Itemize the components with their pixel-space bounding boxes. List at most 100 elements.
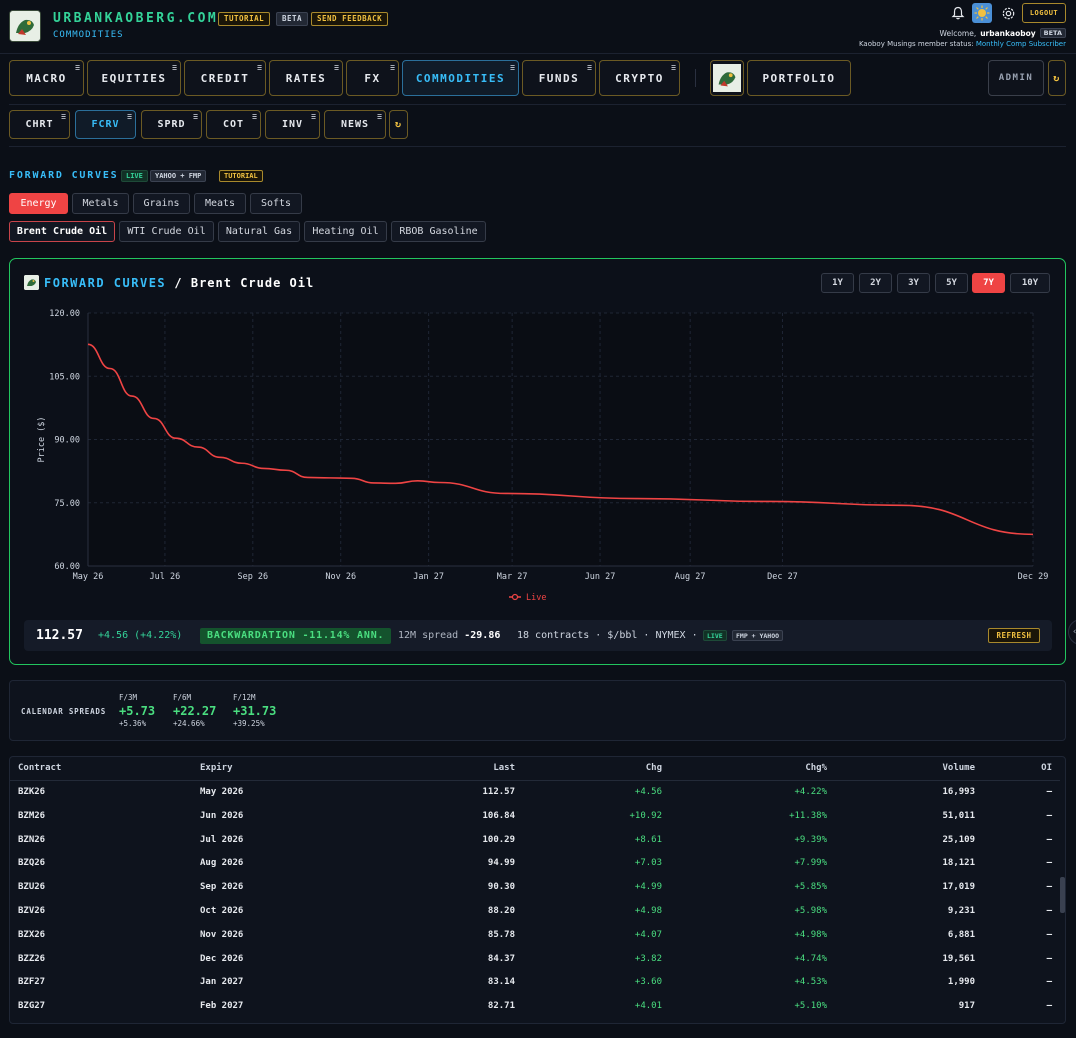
section-tutorial-badge[interactable]: TUTORIAL	[219, 170, 263, 182]
bell-icon[interactable]	[948, 3, 968, 23]
table-row[interactable]: BZQ26 Aug 2026 94.99 +7.03 +7.99% 18,121 —	[10, 852, 1060, 876]
table-row[interactable]: BZX26 Nov 2026 85.78 +4.07 +4.98% 6,881 —	[10, 924, 1060, 948]
commodity-wti[interactable]: WTI Crude Oil	[119, 221, 214, 242]
menu-icon[interactable]: ≡	[334, 63, 339, 72]
cell-contract: BZQ26	[18, 858, 46, 869]
x-tick-label: Dec 27	[767, 572, 798, 582]
commodity-rbob[interactable]: RBOB Gasoline	[391, 221, 486, 242]
member-status-link[interactable]: Monthly Comp Subscriber	[975, 40, 1066, 48]
range-3y[interactable]: 3Y	[897, 273, 930, 293]
subnav-refresh-button[interactable]: ↻	[389, 110, 408, 139]
range-10y[interactable]: 10Y	[1010, 273, 1050, 293]
menu-icon[interactable]: ≡	[390, 63, 395, 72]
range-7y[interactable]: 7Y	[972, 273, 1005, 293]
cell-expiry: Feb 2027	[200, 1001, 244, 1012]
cell-volume: 6,881	[947, 929, 975, 940]
gear-icon[interactable]	[998, 3, 1018, 23]
menu-icon[interactable]: ≡	[587, 63, 592, 72]
subtab-chrt[interactable]: CHRT ≡	[9, 110, 70, 139]
table-row[interactable]: BZU26 Sep 2026 90.30 +4.99 +5.85% 17,019 —	[10, 876, 1060, 900]
category-grains[interactable]: Grains	[133, 193, 190, 214]
welcome-line: Welcome, urbankaoboy BETA	[940, 28, 1066, 38]
menu-icon[interactable]: ≡	[75, 63, 80, 72]
nav-rates[interactable]: RATES ≡	[269, 60, 343, 96]
commodity-natgas[interactable]: Natural Gas	[218, 221, 300, 242]
table-row[interactable]: BZV26 Oct 2026 88.20 +4.98 +5.98% 9,231 —	[10, 900, 1060, 924]
cell-chg: +10.92	[629, 810, 662, 821]
menu-icon[interactable]: ≡	[311, 112, 316, 121]
menu-icon[interactable]: ≡	[377, 112, 382, 121]
table-row[interactable]: BZZ26 Dec 2026 84.37 +3.82 +4.74% 19,561 —	[10, 948, 1060, 972]
col-volume[interactable]: Volume	[942, 763, 975, 773]
cell-chg: +4.56	[634, 787, 662, 797]
side-panel-toggle[interactable]: ‹	[1068, 619, 1076, 645]
menu-icon[interactable]: ≡	[671, 63, 676, 72]
col-contract[interactable]: Contract	[18, 763, 62, 773]
table-row[interactable]: BZG27 Feb 2027 82.71 +4.01 +5.10% 917 —	[10, 995, 1060, 1019]
menu-icon[interactable]: ≡	[193, 112, 198, 121]
nav-crypto[interactable]: CRYPTO ≡	[599, 60, 680, 96]
category-metals[interactable]: Metals	[72, 193, 129, 214]
scrollbar-thumb[interactable]	[1060, 877, 1065, 913]
col-chgpct[interactable]: Chg%	[805, 763, 827, 773]
category-energy[interactable]: Energy	[9, 193, 68, 214]
subtab-news[interactable]: NEWS ≡	[324, 110, 386, 139]
commodity-brent[interactable]: Brent Crude Oil	[9, 221, 115, 242]
cell-volume: 16,993	[942, 787, 975, 797]
nav-funds[interactable]: FUNDS ≡	[522, 60, 596, 96]
panel-logo	[24, 275, 39, 290]
category-meats[interactable]: Meats	[194, 193, 246, 214]
subtab-cot[interactable]: COT ≡	[206, 110, 261, 139]
main-nav: MACRO ≡ EQUITIES ≡ CREDIT ≡ RATES ≡ FX ≡ COMM…	[0, 60, 1076, 98]
spread-label: 12M spread	[398, 630, 459, 641]
subtab-sprd[interactable]: SPRD ≡	[141, 110, 202, 139]
tutorial-badge[interactable]: TUTORIAL	[218, 12, 271, 26]
refresh-button[interactable]: REFRESH	[988, 628, 1040, 643]
nav-divider	[695, 69, 696, 87]
brand-name[interactable]: URBANKAOBERG.COM	[53, 11, 219, 26]
col-expiry[interactable]: Expiry	[200, 763, 233, 773]
table-row[interactable]: BZM26 Jun 2026 106.84 +10.92 +11.38% 51,011 —	[10, 805, 1060, 829]
menu-icon[interactable]: ≡	[127, 112, 132, 121]
category-softs[interactable]: Softs	[250, 193, 302, 214]
spread-item-pct: +39.25%	[233, 719, 265, 728]
app-header: URBANKAOBERG.COM COMMODITIES TUTORIAL BE…	[0, 0, 1076, 54]
subtab-inv[interactable]: INV ≡	[265, 110, 320, 139]
menu-icon[interactable]: ≡	[172, 63, 177, 72]
table-row[interactable]: BZN26 Jul 2026 100.29 +8.61 +9.39% 25,109 —	[10, 829, 1060, 853]
nav-equities[interactable]: EQUITIES ≡	[87, 60, 181, 96]
table-row[interactable]: BZK26 May 2026 112.57 +4.56 +4.22% 16,993 —	[10, 781, 1060, 805]
brand-logo[interactable]	[9, 10, 41, 42]
avatar[interactable]	[972, 3, 992, 23]
menu-icon[interactable]: ≡	[252, 112, 257, 121]
col-chg[interactable]: Chg	[645, 763, 662, 773]
nav-commodities[interactable]: COMMODITIES ≡	[402, 60, 519, 96]
menu-icon[interactable]: ≡	[61, 112, 66, 121]
nav-admin[interactable]: ADMIN	[988, 60, 1044, 96]
col-last[interactable]: Last	[493, 763, 515, 773]
portfolio-logo-button[interactable]	[710, 60, 744, 96]
range-5y[interactable]: 5Y	[935, 273, 968, 293]
send-feedback-button[interactable]: SEND FEEDBACK	[311, 12, 389, 26]
nav-portfolio[interactable]: PORTFOLIO	[747, 60, 851, 96]
nav-credit[interactable]: CREDIT ≡	[184, 60, 266, 96]
col-oi[interactable]: OI	[1041, 763, 1052, 773]
menu-icon[interactable]: ≡	[510, 63, 515, 72]
commodity-heating-oil[interactable]: Heating Oil	[304, 221, 387, 242]
range-1y[interactable]: 1Y	[821, 273, 854, 293]
cell-volume: 9,231	[947, 906, 975, 916]
table-row[interactable]: BZF27 Jan 2027 83.14 +3.60 +4.53% 1,990 —	[10, 971, 1060, 995]
subtab-fcrv[interactable]: FCRV ≡	[75, 110, 136, 139]
cell-chg: +7.03	[634, 858, 662, 869]
nav-refresh-button[interactable]: ↻	[1048, 60, 1066, 96]
nav-fx[interactable]: FX ≡	[346, 60, 399, 96]
beta-badge: BETA	[276, 12, 309, 26]
y-tick-label: 75.00	[54, 499, 80, 509]
range-2y[interactable]: 2Y	[859, 273, 892, 293]
x-tick-label: Sep 26	[237, 572, 268, 582]
menu-icon[interactable]: ≡	[257, 63, 262, 72]
table-scrollbar[interactable]	[1060, 781, 1065, 1021]
nav-macro[interactable]: MACRO ≡	[9, 60, 84, 96]
logout-button[interactable]: LOGOUT	[1022, 3, 1066, 23]
spread-item-value: +5.73	[119, 704, 156, 718]
